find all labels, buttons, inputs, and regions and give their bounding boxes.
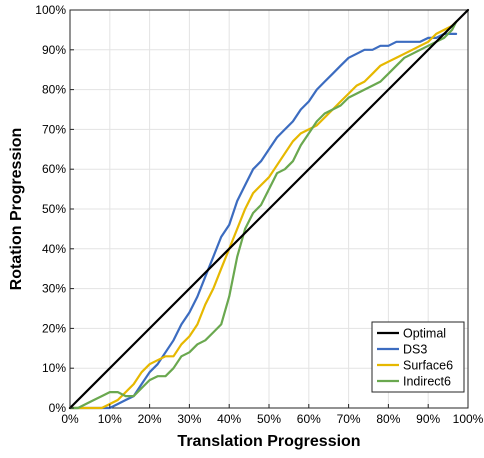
x-tick-label: 70%	[337, 412, 361, 426]
y-tick-label: 30%	[42, 282, 66, 296]
x-tick-label: 80%	[376, 412, 400, 426]
y-tick-label: 70%	[42, 122, 66, 136]
y-tick-label: 40%	[42, 242, 66, 256]
legend-label: DS3	[403, 343, 427, 357]
x-tick-label: 60%	[297, 412, 321, 426]
y-axis-ticks: 0% 10% 20% 30% 40% 50% 60% 70% 80% 90% 100%	[35, 3, 74, 415]
y-tick-label: 100%	[35, 3, 66, 17]
y-tick-label: 80%	[42, 83, 66, 97]
y-tick-label: 90%	[42, 43, 66, 57]
y-tick-label: 10%	[42, 361, 66, 375]
x-tick-label: 0%	[61, 412, 79, 426]
y-tick-label: 20%	[42, 321, 66, 335]
x-tick-label: 90%	[416, 412, 440, 426]
x-axis-title: Translation Progression	[177, 433, 360, 450]
legend-label: Surface6	[403, 359, 453, 373]
x-tick-label: 10%	[98, 412, 122, 426]
x-axis-ticks: 0% 10% 20% 30% 40% 50% 60% 70% 80% 90% 100%	[61, 404, 484, 426]
series-layer	[68, 8, 470, 410]
x-tick-label: 20%	[138, 412, 162, 426]
x-tick-label: 100%	[453, 412, 484, 426]
y-tick-label: 0%	[49, 401, 67, 415]
x-tick-label: 30%	[177, 412, 201, 426]
y-tick-label: 50%	[42, 202, 66, 216]
x-tick-label: 50%	[257, 412, 281, 426]
y-tick-label: 60%	[42, 162, 66, 176]
y-axis-title: Rotation Progression	[8, 128, 25, 291]
series-line-indirect6	[68, 20, 458, 410]
series-line-surface6	[68, 20, 458, 410]
legend-label: Indirect6	[403, 375, 451, 389]
legend-label: Optimal	[403, 327, 446, 341]
legend: Optimal DS3 Surface6 Indirect6	[371, 321, 465, 393]
series-line-optimal	[68, 8, 470, 410]
x-tick-label: 40%	[217, 412, 241, 426]
